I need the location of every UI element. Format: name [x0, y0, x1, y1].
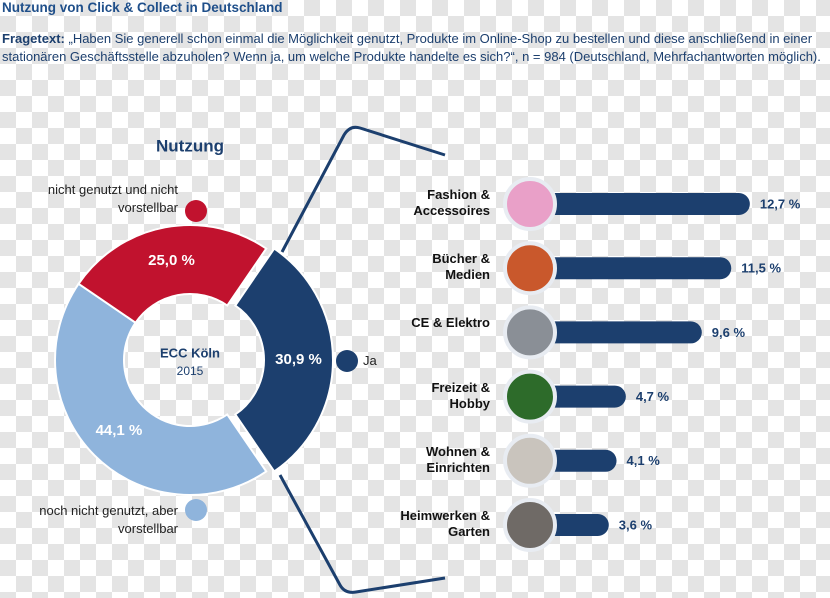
- legend-dot: [185, 499, 207, 521]
- category-label: Freizeit & Hobby: [431, 379, 490, 411]
- legend-label: noch nicht genutzt, aber vorstellbar: [39, 503, 178, 536]
- category-label: Fashion & Accessoires: [413, 187, 490, 218]
- donut-title: Nutzung: [156, 136, 224, 155]
- value-label: 9,6 %: [712, 325, 746, 340]
- category-icon: [503, 177, 557, 231]
- bar: [523, 257, 732, 280]
- category-icon: [503, 305, 557, 360]
- bar: [523, 193, 750, 215]
- value-label: 25,0 %: [148, 252, 195, 269]
- center-label: ECC Köln: [160, 345, 220, 360]
- category-icon: [503, 241, 557, 296]
- category-label: Heimwerken & Garten: [400, 508, 490, 539]
- value-label: 11,5 %: [741, 261, 781, 276]
- value-label: 4,1 %: [627, 453, 661, 468]
- question-label: Fragetext:: [2, 31, 65, 46]
- value-label: 4,7 %: [636, 389, 670, 404]
- center-sublabel: 2015: [177, 364, 204, 378]
- donut-segment: [54, 282, 268, 496]
- category-icon: [503, 498, 557, 552]
- bracket: [280, 125, 446, 253]
- legend-label: nicht genutzt und nicht vorstellbar: [47, 182, 178, 215]
- question-text: „Haben Sie generell schon einmal die Mög…: [2, 31, 821, 64]
- legend-dot: [185, 200, 207, 222]
- question: Fragetext: „Haben Sie generell schon ein…: [2, 30, 826, 66]
- category-icon: [503, 433, 557, 488]
- value-label: 30,9 %: [275, 351, 322, 368]
- value-label: 44,1 %: [96, 422, 143, 439]
- category-icon: [503, 369, 557, 424]
- value-label: 12,7 %: [760, 196, 801, 211]
- legend-dot: [336, 350, 358, 372]
- value-label: 3,6 %: [619, 517, 653, 532]
- category-label: CE & Elektro: [411, 315, 490, 331]
- category-label: Bücher & Medien: [432, 251, 490, 283]
- category-label: Wohnen & Einrichten: [425, 443, 490, 475]
- donut-segment: [77, 224, 268, 325]
- donut-segment: [233, 247, 334, 473]
- bracket: [278, 474, 446, 594]
- page-title: Nutzung von Click & Collect in Deutschla…: [2, 0, 283, 15]
- bar: [523, 321, 702, 344]
- legend-label: Ja: [363, 353, 377, 368]
